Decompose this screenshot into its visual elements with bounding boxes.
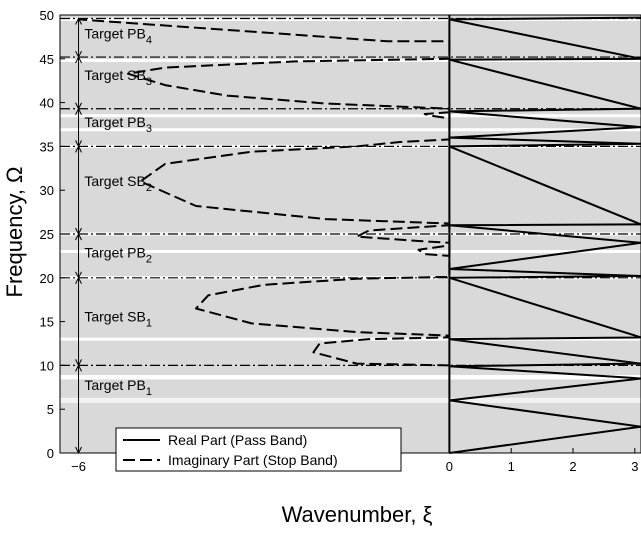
x-axis-title: Wavenumber, ξ: [282, 502, 433, 527]
x-tick-label: 3: [631, 459, 638, 474]
annotation-text: Target SB: [84, 309, 145, 325]
legend-label-imaginary: Imaginary Part (Stop Band): [168, 452, 338, 468]
y-tick-label: 15: [40, 315, 54, 330]
annotation-subscript: 2: [146, 254, 152, 266]
y-tick-label: 25: [40, 227, 54, 242]
y-axis-title: Frequency, Ω: [2, 167, 27, 298]
legend-label-real: Real Part (Pass Band): [168, 432, 307, 448]
annotation-text: Target PB: [84, 26, 145, 42]
y-tick-label: 20: [40, 271, 54, 286]
annotation-pb2: Target PB2: [84, 245, 152, 266]
series-layer: [78, 16, 641, 454]
x-tick-label: 1: [508, 459, 515, 474]
legend-box: [115, 427, 402, 472]
annotation-text: Target PB: [84, 245, 145, 261]
annotation-text: Target SB: [84, 173, 145, 189]
annotation-text: Target PB: [84, 377, 145, 393]
annotation-pb4: Target PB4: [84, 26, 152, 47]
annotation-pb3: Target PB3: [84, 114, 152, 135]
x-tick-label: −6: [71, 459, 86, 474]
pass-band-strip: [60, 375, 641, 380]
annotation-subscript: 2: [146, 182, 152, 194]
y-tick-label: 30: [40, 183, 54, 198]
band-arrow-head: [75, 50, 82, 59]
y-tick-label: 45: [40, 52, 54, 67]
annotation-subscript: 4: [146, 35, 152, 47]
annotation-sb2: Target SB2: [84, 173, 152, 194]
annotation-subscript: 3: [146, 123, 152, 135]
band-arrow-head: [75, 140, 82, 148]
annotation-text: Target PB: [84, 114, 145, 130]
band-arrow-head: [75, 17, 82, 25]
x-tick-label: 0: [446, 459, 453, 474]
annotation-subscript: 3: [146, 76, 152, 88]
series-real-part: [448, 16, 641, 454]
band-arrow-head: [75, 271, 82, 279]
annotation-sb1: Target SB1: [84, 309, 152, 330]
y-tick-label: 40: [40, 96, 54, 111]
pass-band-strip: [60, 397, 641, 404]
y-tick-label: 35: [40, 139, 54, 154]
annotation-subscript: 1: [146, 386, 152, 398]
y-tick-label: 5: [47, 402, 54, 417]
x-tick-label: 2: [569, 459, 576, 474]
band-arrow-head: [75, 359, 82, 367]
annotation-subscript: 1: [146, 318, 152, 330]
y-tick-label: 50: [40, 8, 54, 23]
band-arrow-head: [75, 227, 82, 236]
y-tick-label: 10: [40, 358, 54, 373]
series-imaginary-part: [78, 18, 451, 367]
legend: Real Part (Pass Band) Imaginary Part (St…: [115, 427, 402, 472]
annotation-text: Target SB: [84, 67, 145, 83]
annotation-sb3: Target SB3: [84, 67, 152, 88]
annotation-pb1: Target PB1: [84, 377, 152, 398]
band-arrow-head: [75, 102, 82, 110]
y-tick-label: 0: [47, 446, 54, 461]
